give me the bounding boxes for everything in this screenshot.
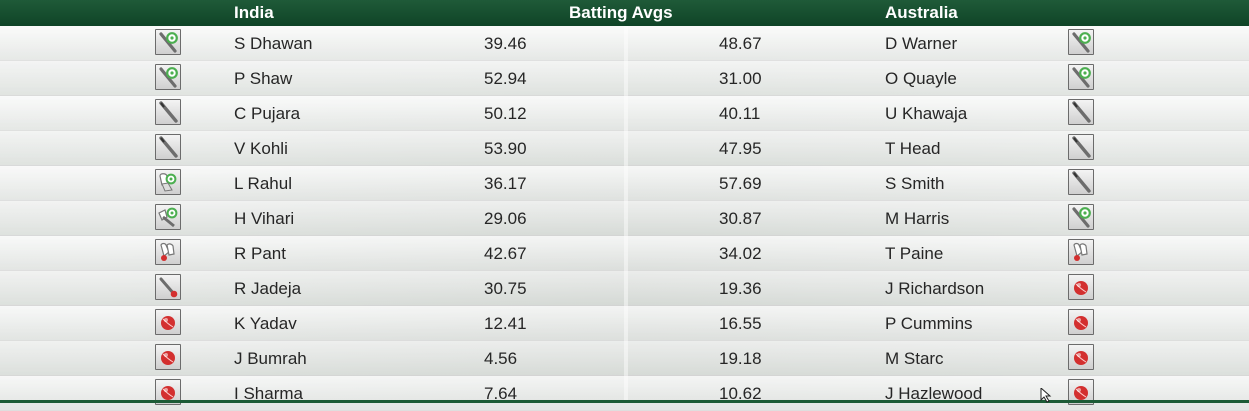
bat-ball-icon <box>155 274 181 300</box>
player-row[interactable]: R Pant 42.67 34.02 T Paine <box>0 236 1249 271</box>
ball-icon <box>1068 344 1094 370</box>
australia-player-name: M Harris <box>885 209 950 228</box>
india-batting-avg: 53.90 <box>484 139 527 158</box>
batsman-keeper-icon <box>155 64 181 90</box>
header-bar: India Batting Avgs Australia <box>0 0 1249 26</box>
india-batting-avg: 36.17 <box>484 174 527 193</box>
india-player-name: V Kohli <box>234 139 288 158</box>
india-batting-avg: 12.41 <box>484 314 527 333</box>
left-team-title: India <box>234 3 274 22</box>
india-player-name: R Pant <box>234 244 286 263</box>
australia-batting-avg: 19.18 <box>719 349 762 368</box>
india-batting-avg: 7.64 <box>484 384 518 403</box>
australia-batting-avg: 31.00 <box>719 69 762 88</box>
india-player-name: R Jadeja <box>234 279 302 298</box>
bat-icon <box>155 134 181 160</box>
australia-player-name: S Smith <box>885 174 945 193</box>
india-player-name: K Yadav <box>234 314 297 333</box>
footer-bar <box>0 400 1249 403</box>
australia-batting-avg: 34.02 <box>719 244 762 263</box>
australia-player-name: P Cummins <box>885 314 973 333</box>
india-player-name: S Dhawan <box>234 34 313 53</box>
player-row[interactable]: P Shaw 52.94 31.00 O Quayle <box>0 61 1249 96</box>
right-team-title: Australia <box>885 3 958 22</box>
australia-player-name: U Khawaja <box>885 104 968 123</box>
australia-player-name: M Starc <box>885 349 944 368</box>
player-row[interactable]: K Yadav 12.41 16.55 P Cummins <box>0 306 1249 341</box>
australia-player-name: J Hazlewood <box>885 384 983 403</box>
ball-icon <box>155 344 181 370</box>
bat-icon <box>1068 99 1094 125</box>
mouse-pointer-icon <box>1040 388 1052 403</box>
center-divider <box>624 26 628 400</box>
india-player-name: C Pujara <box>234 104 301 123</box>
player-row[interactable]: V Kohli 53.90 47.95 T Head <box>0 131 1249 166</box>
australia-batting-avg: 30.87 <box>719 209 762 228</box>
india-batting-avg: 30.75 <box>484 279 527 298</box>
batsman-keeper-icon <box>1068 204 1094 230</box>
india-player-name: J Bumrah <box>234 349 307 368</box>
australia-player-name: J Richardson <box>885 279 985 298</box>
australia-player-name: T Head <box>885 139 941 158</box>
allrounder-icon <box>155 204 181 230</box>
bat-icon <box>155 99 181 125</box>
australia-batting-avg: 40.11 <box>719 104 761 123</box>
australia-batting-avg: 57.69 <box>719 174 762 193</box>
australia-player-name: O Quayle <box>885 69 957 88</box>
bat-icon <box>1068 134 1094 160</box>
india-player-name: L Rahul <box>234 174 292 193</box>
india-player-name: H Vihari <box>234 209 295 228</box>
australia-batting-avg: 48.67 <box>719 34 762 53</box>
wicketkeeper-icon <box>1068 239 1094 265</box>
batsman-keeper-icon <box>1068 64 1094 90</box>
player-row[interactable]: J Bumrah 4.56 19.18 M Starc <box>0 341 1249 376</box>
ball-icon <box>1068 274 1094 300</box>
australia-player-name: T Paine <box>885 244 944 263</box>
batsman-keeper-icon <box>155 29 181 55</box>
player-row[interactable]: C Pujara 50.12 40.11 U Khawaja <box>0 96 1249 131</box>
india-batting-avg: 39.46 <box>484 34 527 53</box>
india-batting-avg: 4.56 <box>484 349 518 368</box>
keeper-gloves-icon <box>155 169 181 195</box>
wicketkeeper-icon <box>155 239 181 265</box>
batsman-keeper-icon <box>1068 29 1094 55</box>
australia-batting-avg: 47.95 <box>719 139 762 158</box>
india-batting-avg: 52.94 <box>484 69 527 88</box>
player-row[interactable]: R Jadeja 30.75 19.36 J Richardson <box>0 271 1249 306</box>
australia-player-name: D Warner <box>885 34 958 53</box>
batting-avgs-title: Batting Avgs <box>569 3 673 22</box>
india-batting-avg: 42.67 <box>484 244 527 263</box>
india-batting-avg: 50.12 <box>484 104 527 123</box>
australia-batting-avg: 19.36 <box>719 279 762 298</box>
australia-batting-avg: 16.55 <box>719 314 762 333</box>
india-player-name: I Sharma <box>234 384 303 403</box>
player-row[interactable]: H Vihari 29.06 30.87 M Harris <box>0 201 1249 236</box>
india-batting-avg: 29.06 <box>484 209 527 228</box>
australia-batting-avg: 10.62 <box>719 384 762 403</box>
player-row[interactable]: S Dhawan 39.46 48.67 D Warner <box>0 26 1249 61</box>
india-player-name: P Shaw <box>234 69 293 88</box>
ball-icon <box>1068 309 1094 335</box>
ball-icon <box>155 309 181 335</box>
player-row[interactable]: L Rahul 36.17 57.69 S Smith <box>0 166 1249 201</box>
bat-icon <box>1068 169 1094 195</box>
